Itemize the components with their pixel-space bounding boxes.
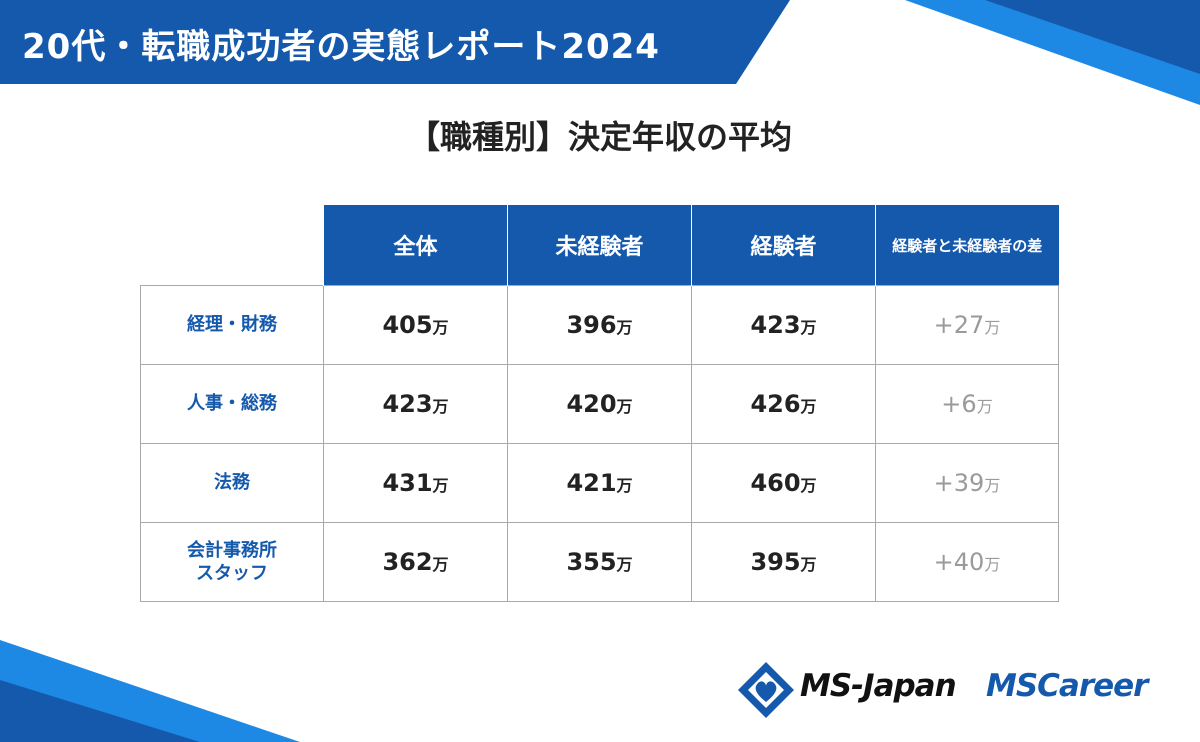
table-row: 会計事務所 スタッフ 362万 355万 395万 +40万 [140,522,1059,602]
top-right-stripe-dark [985,0,1200,74]
cell-experienced: 395万 [691,522,876,602]
cell-value: 355 [566,548,617,576]
cell-unit: 万 [432,476,449,495]
cell-experienced: 460万 [691,443,876,523]
cell-difference: +40万 [875,522,1059,602]
brand-ms-career: MSCareer [986,668,1148,704]
row-label: 会計事務所 スタッフ [140,522,324,602]
cell-value: 395 [750,548,801,576]
table-row: 法務 431万 421万 460万 +39万 [140,443,1059,523]
cell-difference: +39万 [875,443,1059,523]
bottom-left-stripe-dark [0,680,200,742]
table-row: 経理・財務 405万 396万 423万 +27万 [140,285,1059,365]
cell-value: 420 [566,390,617,418]
chart-title: 【職種別】決定年収の平均 [407,118,792,156]
cell-value: 423 [382,390,433,418]
title-banner [0,0,790,84]
cell-experienced: 423万 [691,285,876,365]
cell-value: 431 [382,469,433,497]
cell-unit: 万 [800,476,817,495]
cell-unit: 万 [616,476,633,495]
cell-unit: 万 [616,318,633,337]
column-header-difference: 経験者と未経験者の差 [875,205,1059,286]
cell-difference: +6万 [875,364,1059,444]
cell-value: +27 [933,311,985,339]
cell-inexperienced: 420万 [507,364,692,444]
cell-unit: 万 [432,318,449,337]
cell-value: +6 [941,390,977,418]
cell-unit: 万 [984,318,1001,337]
table-row: 人事・総務 423万 420万 426万 +6万 [140,364,1059,444]
cell-value: 396 [566,311,617,339]
cell-unit: 万 [976,397,993,416]
cell-unit: 万 [800,318,817,337]
cell-unit: 万 [432,555,449,574]
cell-unit: 万 [432,397,449,416]
report-title: 20代・転職成功者の実態レポート2024 [22,26,660,67]
ms-japan-logo-icon [738,662,794,718]
cell-inexperienced: 355万 [507,522,692,602]
cell-value: +40 [933,548,985,576]
cell-unit: 万 [984,555,1001,574]
cell-unit: 万 [984,476,1001,495]
row-label: 経理・財務 [140,285,324,365]
table-header-row: 全体 未経験者 経験者 経験者と未経験者の差 [141,205,1059,286]
cell-inexperienced: 396万 [507,285,692,365]
cell-overall: 423万 [323,364,508,444]
table-corner [141,205,324,286]
cell-overall: 405万 [323,285,508,365]
cell-value: +39 [933,469,985,497]
cell-unit: 万 [800,555,817,574]
cell-inexperienced: 421万 [507,443,692,523]
column-header-overall: 全体 [323,205,508,286]
cell-value: 423 [750,311,801,339]
salary-table: 全体 未経験者 経験者 経験者と未経験者の差 経理・財務 405万 396万 423万… [140,205,1059,602]
row-label: 人事・総務 [140,364,324,444]
column-header-inexperienced: 未経験者 [507,205,692,286]
cell-value: 421 [566,469,617,497]
cell-experienced: 426万 [691,364,876,444]
cell-unit: 万 [616,397,633,416]
cell-overall: 362万 [323,522,508,602]
cell-value: 405 [382,311,433,339]
cell-value: 460 [750,469,801,497]
row-label: 法務 [140,443,324,523]
brand-ms-japan: MS-Japan [800,668,957,704]
cell-difference: +27万 [875,285,1059,365]
cell-value: 426 [750,390,801,418]
cell-value: 362 [382,548,433,576]
cell-unit: 万 [800,397,817,416]
column-header-experienced: 経験者 [691,205,876,286]
cell-unit: 万 [616,555,633,574]
cell-overall: 431万 [323,443,508,523]
